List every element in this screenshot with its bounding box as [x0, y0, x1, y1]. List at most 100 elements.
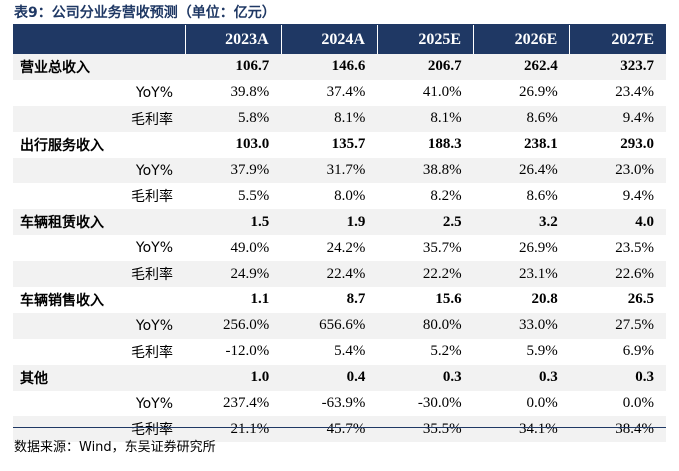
value-cell: 1.5: [185, 209, 282, 236]
revenue-forecast-table: 2023A 2024A 2025E 2026E 2027E 营业总收入 106.7…: [13, 25, 666, 443]
value-cell: 262.4: [473, 54, 570, 80]
value-cell: 45.7%: [281, 416, 378, 443]
row-label: YoY%: [13, 79, 186, 106]
row-label: YoY%: [13, 390, 186, 417]
value-cell: 39.8%: [185, 79, 282, 106]
table-row-segment: 营业总收入 106.7 146.6 206.7 262.4 323.7: [13, 54, 666, 80]
value-cell: 188.3: [377, 131, 474, 158]
row-label: YoY%: [13, 235, 186, 262]
row-label: 出行服务收入: [13, 131, 186, 158]
table-row-segment: 车辆租赁收入 1.5 1.9 2.5 3.2 4.0: [13, 209, 666, 236]
value-cell: 0.0%: [473, 390, 570, 417]
value-cell: 1.9: [281, 209, 378, 236]
value-cell: 256.0%: [185, 312, 282, 339]
value-cell: 1.1: [185, 287, 282, 313]
table-row-metric: 毛利率 5.5% 8.0% 8.2% 8.6% 9.4%: [13, 183, 666, 210]
value-cell: 26.5: [569, 287, 666, 313]
value-cell: 8.1%: [281, 105, 378, 132]
value-cell: 0.4: [281, 364, 378, 391]
value-cell: 656.6%: [281, 312, 378, 339]
value-cell: 23.1%: [473, 261, 570, 288]
value-cell: 5.4%: [281, 338, 378, 365]
header-row: 2023A 2024A 2025E 2026E 2027E: [13, 25, 666, 54]
value-cell: 23.0%: [569, 157, 666, 184]
value-cell: -30.0%: [377, 390, 474, 417]
row-label: 车辆租赁收入: [13, 209, 186, 236]
value-cell: 8.6%: [473, 105, 570, 132]
value-cell: 22.6%: [569, 261, 666, 288]
value-cell: 2.5: [377, 209, 474, 236]
value-cell: 37.9%: [185, 157, 282, 184]
table-title: 表9：公司分业务营收预测（单位：亿元）: [14, 5, 276, 21]
value-cell: 0.0%: [569, 390, 666, 417]
value-cell: 33.0%: [473, 312, 570, 339]
value-cell: 9.4%: [569, 105, 666, 132]
row-label: YoY%: [13, 157, 186, 184]
value-cell: 106.7: [185, 54, 282, 80]
table-row-metric: YoY% 237.4% -63.9% -30.0% 0.0% 0.0%: [13, 390, 666, 417]
header-year-2023a: 2023A: [184, 25, 282, 54]
value-cell: 8.6%: [473, 183, 570, 210]
header-year-2025e: 2025E: [376, 25, 474, 54]
value-cell: 38.4%: [569, 416, 666, 443]
value-cell: 5.9%: [473, 338, 570, 365]
value-cell: 24.9%: [185, 261, 282, 288]
row-label: 营业总收入: [13, 54, 186, 80]
row-label: 毛利率: [13, 416, 186, 443]
row-label: 毛利率: [13, 338, 186, 365]
value-cell: 8.7: [281, 287, 378, 313]
value-cell: 135.7: [281, 131, 378, 158]
value-cell: -63.9%: [281, 390, 378, 417]
value-cell: 0.3: [569, 364, 666, 391]
value-cell: 80.0%: [377, 312, 474, 339]
value-cell: 6.9%: [569, 338, 666, 365]
value-cell: 20.8: [473, 287, 570, 313]
value-cell: 26.4%: [473, 157, 570, 184]
value-cell: 37.4%: [281, 79, 378, 106]
header-corner-cell: [13, 25, 186, 54]
bottom-rule: [13, 427, 666, 428]
value-cell: 8.0%: [281, 183, 378, 210]
value-cell: 49.0%: [185, 235, 282, 262]
value-cell: 323.7: [569, 54, 666, 80]
value-cell: 0.3: [473, 364, 570, 391]
table-row-metric: 毛利率 -12.0% 5.4% 5.2% 5.9% 6.9%: [13, 338, 666, 365]
value-cell: -12.0%: [185, 338, 282, 365]
value-cell: 24.2%: [281, 235, 378, 262]
value-cell: 21.1%: [185, 416, 282, 443]
value-cell: 238.1: [473, 131, 570, 158]
table-row-metric: 毛利率 24.9% 22.4% 22.2% 23.1% 22.6%: [13, 261, 666, 288]
value-cell: 237.4%: [185, 390, 282, 417]
value-cell: 146.6: [281, 54, 378, 80]
value-cell: 23.4%: [569, 79, 666, 106]
value-cell: 8.2%: [377, 183, 474, 210]
value-cell: 35.7%: [377, 235, 474, 262]
value-cell: 27.5%: [569, 312, 666, 339]
table-row-metric: YoY% 37.9% 31.7% 38.8% 26.4% 23.0%: [13, 157, 666, 184]
value-cell: 22.2%: [377, 261, 474, 288]
row-label: 毛利率: [13, 261, 186, 288]
table-row-metric: YoY% 49.0% 24.2% 35.7% 26.9% 23.5%: [13, 235, 666, 262]
value-cell: 9.4%: [569, 183, 666, 210]
table-row-metric: YoY% 256.0% 656.6% 80.0% 33.0% 27.5%: [13, 312, 666, 339]
value-cell: 34.1%: [473, 416, 570, 443]
value-cell: 5.2%: [377, 338, 474, 365]
value-cell: 38.8%: [377, 157, 474, 184]
value-cell: 206.7: [377, 54, 474, 80]
value-cell: 4.0: [569, 209, 666, 236]
value-cell: 1.0: [185, 364, 282, 391]
value-cell: 23.5%: [569, 235, 666, 262]
header-year-2024a: 2024A: [280, 25, 378, 54]
value-cell: 15.6: [377, 287, 474, 313]
value-cell: 41.0%: [377, 79, 474, 106]
value-cell: 103.0: [185, 131, 282, 158]
table-row-segment: 其他 1.0 0.4 0.3 0.3 0.3: [13, 364, 666, 391]
row-label: 其他: [13, 364, 186, 391]
value-cell: 35.5%: [377, 416, 474, 443]
source-note: 数据来源：Wind，东吴证券研究所: [14, 440, 216, 455]
row-label: 毛利率: [13, 105, 186, 132]
row-label: 车辆销售收入: [13, 287, 186, 313]
header-year-2026e: 2026E: [473, 25, 570, 54]
value-cell: 5.8%: [185, 105, 282, 132]
value-cell: 5.5%: [185, 183, 282, 210]
